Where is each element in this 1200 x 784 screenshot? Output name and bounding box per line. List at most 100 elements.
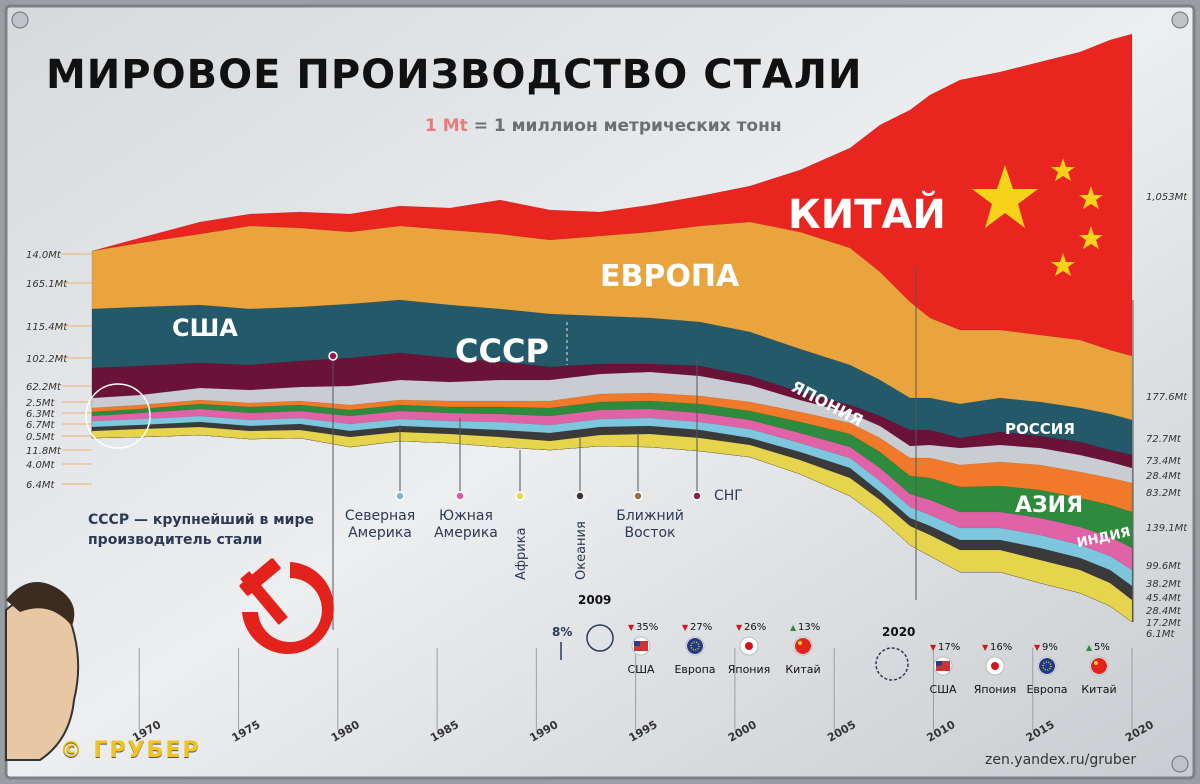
change-arrow-icon: ▼ [982, 643, 989, 652]
right-value-label: 99.6Mt [1146, 561, 1182, 572]
callout-label: Северная Америка [345, 508, 415, 541]
left-value-label: 0.5Mt [26, 432, 56, 443]
country-label: Япония [728, 663, 771, 676]
right-value-label: 28.4Mt [1146, 471, 1182, 482]
right-value-label: 139.1Mt [1146, 523, 1188, 534]
crisis-2020-panel: 2020▼ 17%США▼ 16%Япония▼ 9%Европа▲ 5%Китай [875, 625, 1117, 696]
hammer-sickle-icon [239, 558, 334, 654]
star-icon [1079, 186, 1103, 209]
right-value-label: 17.2Mt [1146, 618, 1182, 629]
callout-dot [692, 491, 702, 501]
callout-label: Ближний Восток [616, 508, 684, 541]
right-value-label: 28.4Mt [1146, 606, 1182, 617]
region-label: США [172, 314, 238, 342]
country-label: Европа [674, 663, 715, 676]
callout-dot [455, 491, 465, 501]
equals-sign: = [473, 116, 488, 136]
right-value-label: 177.6Mt [1146, 392, 1188, 403]
region-label: КИТАЙ [788, 190, 946, 238]
star-icon [1051, 158, 1075, 181]
left-value-label: 2.5Mt [26, 398, 56, 409]
country-label: США [628, 663, 655, 676]
right-value-label: 83.2Mt [1146, 488, 1182, 499]
left-value-label: 115.4Mt [26, 322, 68, 333]
star-icon [972, 165, 1038, 228]
source-link[interactable]: zen.yandex.ru/gruber [985, 752, 1137, 768]
region-label: АЗИЯ [1015, 493, 1083, 518]
unit-description: 1 миллион метрических тонн [493, 116, 782, 136]
unit-label: 1 Mt [425, 116, 468, 136]
year-label: 2020 [882, 625, 915, 639]
star-icon [1079, 226, 1103, 249]
right-value-label: 45.4Mt [1146, 593, 1182, 604]
right-value-label: 1,053Mt [1146, 192, 1188, 203]
country-label: Япония [974, 683, 1017, 696]
change-arrow-icon: ▲ [1086, 643, 1093, 652]
area-layer [91, 426, 1133, 623]
right-value-label: 38.2Mt [1146, 579, 1182, 590]
china-stars [972, 158, 1103, 276]
region-callouts: Северная Америка Южная Америка Африка Океания… [328, 266, 1134, 630]
callout-label: Океания [574, 521, 589, 580]
country-label: США [930, 683, 957, 696]
change-arrow-icon: ▼ [736, 623, 743, 632]
left-value-label: 6.3Mt [26, 409, 56, 420]
screw-icon [1171, 11, 1189, 29]
change-value: 5% [1094, 642, 1110, 653]
right-value-label: 73.4Mt [1146, 456, 1182, 467]
callout-dot [328, 351, 338, 361]
year-label: 2009 [578, 593, 611, 607]
avatar [5, 582, 80, 761]
change-value: 17% [938, 642, 960, 653]
left-value-label: 11.8Mt [26, 446, 62, 457]
change-value: 9% [1042, 642, 1058, 653]
world-change-label: 8% [552, 625, 572, 639]
callout-dot [633, 491, 643, 501]
callout-label: СНГ [714, 488, 743, 504]
right-value-label: 6.1Mt [1146, 629, 1176, 640]
chart-subtitle: 1 Mt = 1 миллион метрических тонн [425, 116, 782, 136]
change-arrow-icon: ▼ [930, 643, 937, 652]
callout-dot [515, 491, 525, 501]
left-value-label: 102.2Mt [26, 354, 68, 365]
region-label: РОССИЯ [1005, 420, 1075, 438]
left-value-label: 6.7Mt [26, 420, 56, 431]
star-icon [1051, 253, 1075, 276]
change-value: 35% [636, 622, 658, 633]
brand-logo: © ГРУБЕР [60, 738, 201, 763]
globe-icon [586, 624, 614, 652]
country-label: Европа [1026, 683, 1067, 696]
right-value-label: 72.7Mt [1146, 434, 1182, 445]
change-value: 13% [798, 622, 820, 633]
left-value-labels: 14.0Mt165.1Mt115.4Mt102.2Mt62.2Mt2.5Mt6.… [26, 250, 92, 491]
change-arrow-icon: ▼ [1034, 643, 1041, 652]
ussr-note: СССР — крупнейший в мире производитель с… [88, 512, 314, 548]
country-label: Китай [1081, 683, 1116, 696]
region-label: СССР [455, 332, 549, 370]
virus-icon [875, 647, 909, 681]
country-label: Китай [785, 663, 820, 676]
stacked-area-layers [91, 33, 1133, 623]
change-arrow-icon: ▲ [790, 623, 797, 632]
left-value-label: 14.0Mt [26, 250, 62, 261]
left-value-label: 62.2Mt [26, 382, 62, 393]
left-value-label: 6.4Mt [26, 480, 56, 491]
right-value-labels: 1,053Mt 177.6Mt 72.7Mt 73.4Mt 28.4Mt 83.2Mt 13… [1146, 192, 1188, 640]
change-arrow-icon: ▼ [628, 623, 635, 632]
callout-dot [395, 491, 405, 501]
callout-dot [575, 491, 585, 501]
left-value-label: 4.0Mt [26, 460, 56, 471]
callout-label: Южная Америка [434, 508, 498, 541]
callout-label: Африка [514, 527, 529, 580]
left-value-label: 165.1Mt [26, 279, 68, 290]
change-value: 27% [690, 622, 712, 633]
change-value: 16% [990, 642, 1012, 653]
change-arrow-icon: ▼ [682, 623, 689, 632]
screw-icon [1171, 755, 1189, 773]
screw-icon [11, 11, 29, 29]
region-label: ЕВРОПА [600, 259, 740, 294]
zoom-circle [85, 383, 151, 449]
